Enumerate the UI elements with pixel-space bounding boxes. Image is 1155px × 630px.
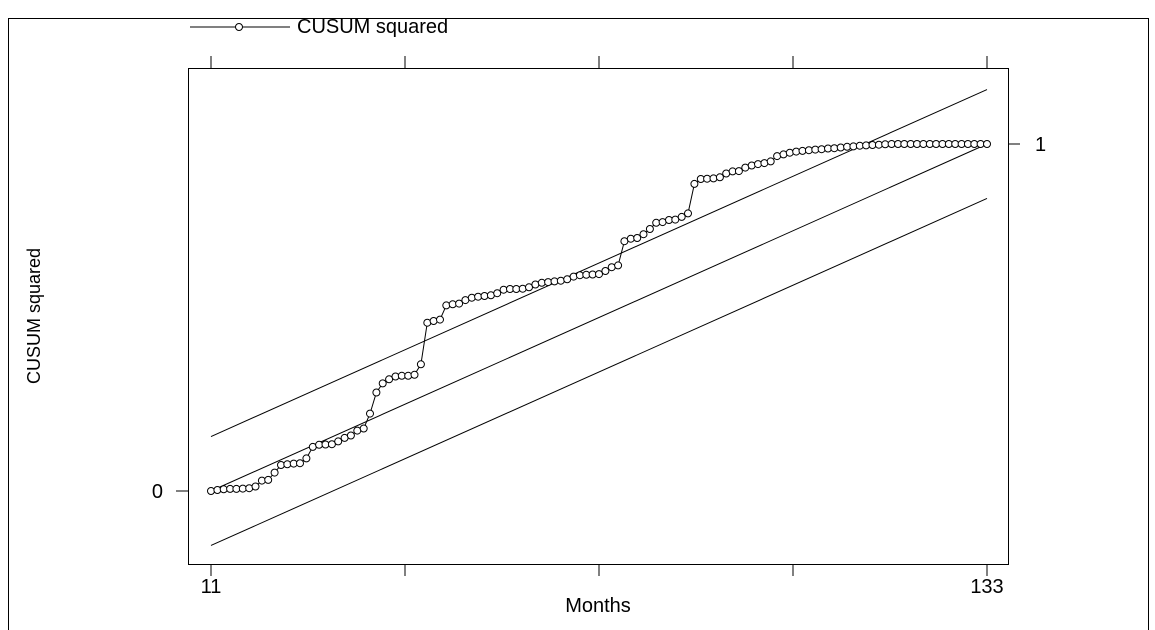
data-point: [525, 283, 533, 292]
x-axis-title: Months: [565, 595, 631, 617]
data-point: [652, 218, 661, 227]
data-point: [474, 292, 483, 301]
data-point: [442, 301, 451, 310]
data-point: [251, 482, 260, 491]
data-point: [480, 292, 489, 300]
data-point: [499, 285, 508, 294]
data-point: [754, 160, 762, 169]
data-point: [595, 270, 603, 279]
data-point: [830, 144, 839, 153]
data-point: [448, 300, 457, 309]
axes-layer: 11 133 0 1: [152, 56, 1046, 598]
data-point: [645, 225, 654, 233]
reference-line-2: [210, 143, 988, 492]
data-point: [378, 379, 387, 388]
series-layer: [207, 140, 991, 495]
data-point: [614, 261, 623, 270]
data-point: [684, 209, 692, 218]
data-point: [798, 146, 807, 155]
x-tick-label: 133: [970, 576, 1003, 598]
data-point: [773, 152, 782, 161]
y-tick-label-left: 0: [152, 481, 163, 503]
data-point: [334, 437, 343, 446]
data-point: [270, 468, 279, 477]
y-tick-label-right: 1: [1035, 134, 1046, 156]
legend: CUSUM squared: [190, 16, 448, 38]
data-point: [849, 142, 858, 151]
data-point: [983, 140, 991, 148]
data-point: [709, 174, 718, 183]
data-point: [734, 167, 743, 176]
data-point: [410, 370, 419, 379]
legend-label: CUSUM squared: [297, 16, 448, 38]
data-point: [607, 263, 616, 272]
data-point: [626, 234, 635, 243]
reference-line-3: [210, 198, 988, 546]
data-point: [416, 360, 425, 369]
data-point: [385, 375, 394, 384]
reference-lines: [210, 89, 988, 546]
data-point: [677, 212, 686, 221]
data-point: [556, 276, 565, 285]
data-point: [366, 409, 374, 418]
data-point: [544, 278, 553, 287]
data-point: [455, 299, 464, 308]
data-point: [264, 475, 273, 484]
data-point: [633, 234, 642, 242]
data-point: [715, 173, 724, 182]
data-point: [302, 454, 311, 463]
data-point: [766, 157, 775, 166]
data-point: [296, 459, 304, 468]
x-tick-label: 11: [201, 576, 222, 598]
data-point: [429, 317, 438, 325]
legend-marker: [235, 23, 243, 31]
data-point: [690, 179, 699, 188]
data-point: [359, 424, 368, 433]
data-point: [493, 289, 502, 298]
data-point: [785, 148, 794, 157]
y-axis-title: CUSUM squared: [24, 248, 44, 384]
data-point: [436, 315, 444, 324]
data-point: [372, 388, 381, 397]
outer-border: [8, 18, 1149, 630]
data-point: [531, 280, 540, 289]
data-point: [283, 460, 292, 469]
data-point: [817, 145, 826, 154]
data-point: [346, 431, 355, 440]
data-point: [836, 143, 845, 152]
data-point: [601, 267, 610, 275]
data-point: [639, 230, 648, 239]
data-point: [207, 487, 215, 495]
